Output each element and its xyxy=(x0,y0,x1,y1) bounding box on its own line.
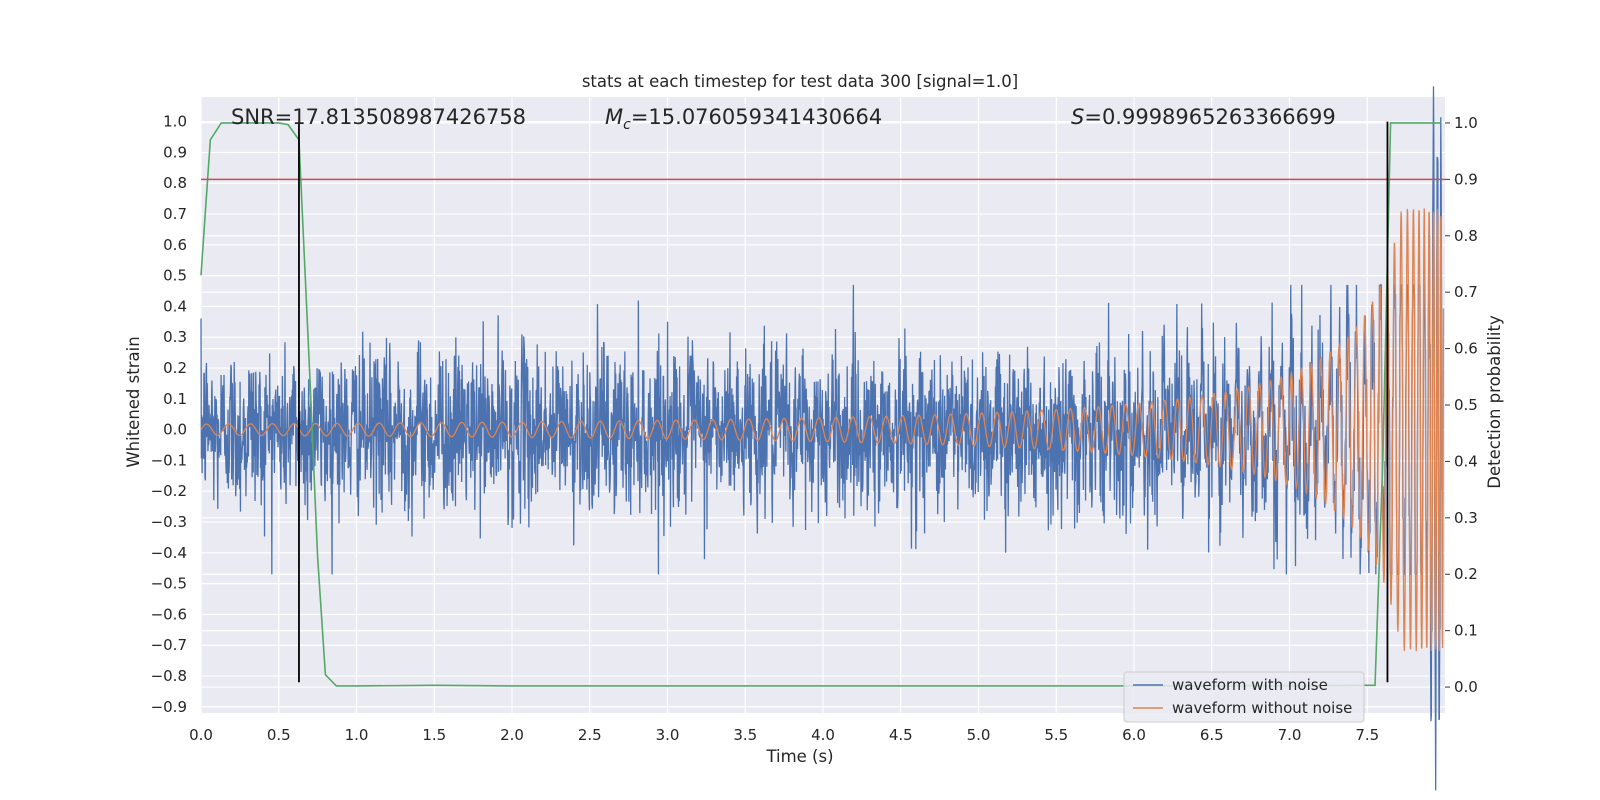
series-line-clean xyxy=(200,208,1445,652)
legend-label-noise: waveform with noise xyxy=(1172,676,1328,694)
y-tick-label: −0.5 xyxy=(151,575,187,593)
y-tick-label: 0.8 xyxy=(163,174,187,192)
s-symbol: S xyxy=(1071,105,1084,129)
x-tick-label: 2.5 xyxy=(578,726,602,744)
y2-axis-label: Detection probability xyxy=(1485,315,1504,489)
y2-tick-label: 1.0 xyxy=(1454,114,1478,132)
y2-tick-label: 0.9 xyxy=(1454,170,1478,188)
y-tick-label: 0.6 xyxy=(163,236,187,254)
x-tick-label: 4.5 xyxy=(889,726,913,744)
y-tick-label: 0.5 xyxy=(163,267,187,285)
y2-tick-label: 0.5 xyxy=(1454,396,1478,414)
y-tick-label: 0.3 xyxy=(163,328,187,346)
y-tick-label: 0.1 xyxy=(163,390,187,408)
reference-lines xyxy=(201,121,1445,683)
legend-box xyxy=(1123,671,1365,723)
y-tick-label: −0.2 xyxy=(151,482,187,500)
y2-tick-label: 0.1 xyxy=(1454,622,1478,640)
y-tick-label: −0.9 xyxy=(151,698,187,716)
y-axis-ticks: 1.0 0.9 0.8 0.7 0.6 0.5 0.4 0.3 0.2 0.1 0.0 −0.1 −0.… xyxy=(151,113,187,716)
x-tick-label: 7.5 xyxy=(1355,726,1379,744)
x-tick-label: 6.5 xyxy=(1200,726,1224,744)
x-tick-label: 0.0 xyxy=(189,726,213,744)
y-tick-label: −0.6 xyxy=(151,605,187,623)
y-tick-label: 0.4 xyxy=(163,297,187,315)
y2-tick-label: 0.4 xyxy=(1454,452,1478,470)
x-tick-label: 5.0 xyxy=(967,726,991,744)
mc-symbol: M xyxy=(605,105,623,129)
y-tick-label: −0.7 xyxy=(151,636,187,654)
mc-annotation: Mc=15.076059341430664 xyxy=(605,105,882,133)
y-tick-label: −0.3 xyxy=(151,513,187,531)
x-tick-label: 7.0 xyxy=(1278,726,1302,744)
y2-tick-label: 0.7 xyxy=(1454,283,1478,301)
legend: waveform with noise waveform without noi… xyxy=(1123,671,1365,723)
mc-subscript: c xyxy=(623,117,631,133)
y-axis-label: Whitened strain xyxy=(124,336,143,467)
x-tick-label: 3.0 xyxy=(656,726,680,744)
x-tick-label: 4.0 xyxy=(811,726,835,744)
y-tick-label: −0.8 xyxy=(151,667,187,685)
chart-title: stats at each timestep for test data 300… xyxy=(582,72,1018,91)
x-tick-label: 0.5 xyxy=(267,726,291,744)
y-tick-label: 0.2 xyxy=(163,359,187,377)
x-tick-label: 6.0 xyxy=(1122,726,1146,744)
x-axis-ticks: 0.0 0.5 1.0 1.5 2.0 2.5 3.0 3.5 4.0 4.5 5.0 5.5 6.0 6… xyxy=(189,726,1379,744)
x-tick-label: 5.5 xyxy=(1044,726,1068,744)
y2-tick-label: 0.3 xyxy=(1454,509,1478,527)
x-tick-label: 1.0 xyxy=(345,726,369,744)
y2-tick-label: 0.2 xyxy=(1454,565,1478,583)
y-tick-label: −0.4 xyxy=(151,544,187,562)
x-tick-label: 1.5 xyxy=(422,726,446,744)
s-annotation: S=0.9998965263366699 xyxy=(1071,105,1336,129)
y-tick-label: 0.9 xyxy=(163,143,187,161)
y2-tick-label: 0.8 xyxy=(1454,227,1478,245)
legend-label-clean: waveform without noise xyxy=(1172,699,1352,717)
x-tick-label: 2.0 xyxy=(500,726,524,744)
x-tick-label: 3.5 xyxy=(733,726,757,744)
y-tick-label: 0.0 xyxy=(163,421,187,439)
snr-annotation: SNR=17.813508987426758 xyxy=(231,105,526,129)
y2-tick-label: 0.6 xyxy=(1454,340,1478,358)
y2-tick-label: 0.0 xyxy=(1454,678,1478,696)
y-tick-label: −0.1 xyxy=(151,451,187,469)
x-axis-label: Time (s) xyxy=(765,747,833,766)
series-layer xyxy=(200,86,1445,791)
s-value: =0.9998965263366699 xyxy=(1084,105,1335,129)
series-line-probability xyxy=(200,122,1441,687)
y-tick-label: 0.7 xyxy=(163,205,187,223)
y2-axis-ticks: 1.0 0.9 0.8 0.7 0.6 0.5 0.4 0.3 0.2 0.1 0.0 xyxy=(1445,114,1478,696)
y-tick-label: 1.0 xyxy=(163,113,187,131)
mc-value: =15.076059341430664 xyxy=(631,105,882,129)
